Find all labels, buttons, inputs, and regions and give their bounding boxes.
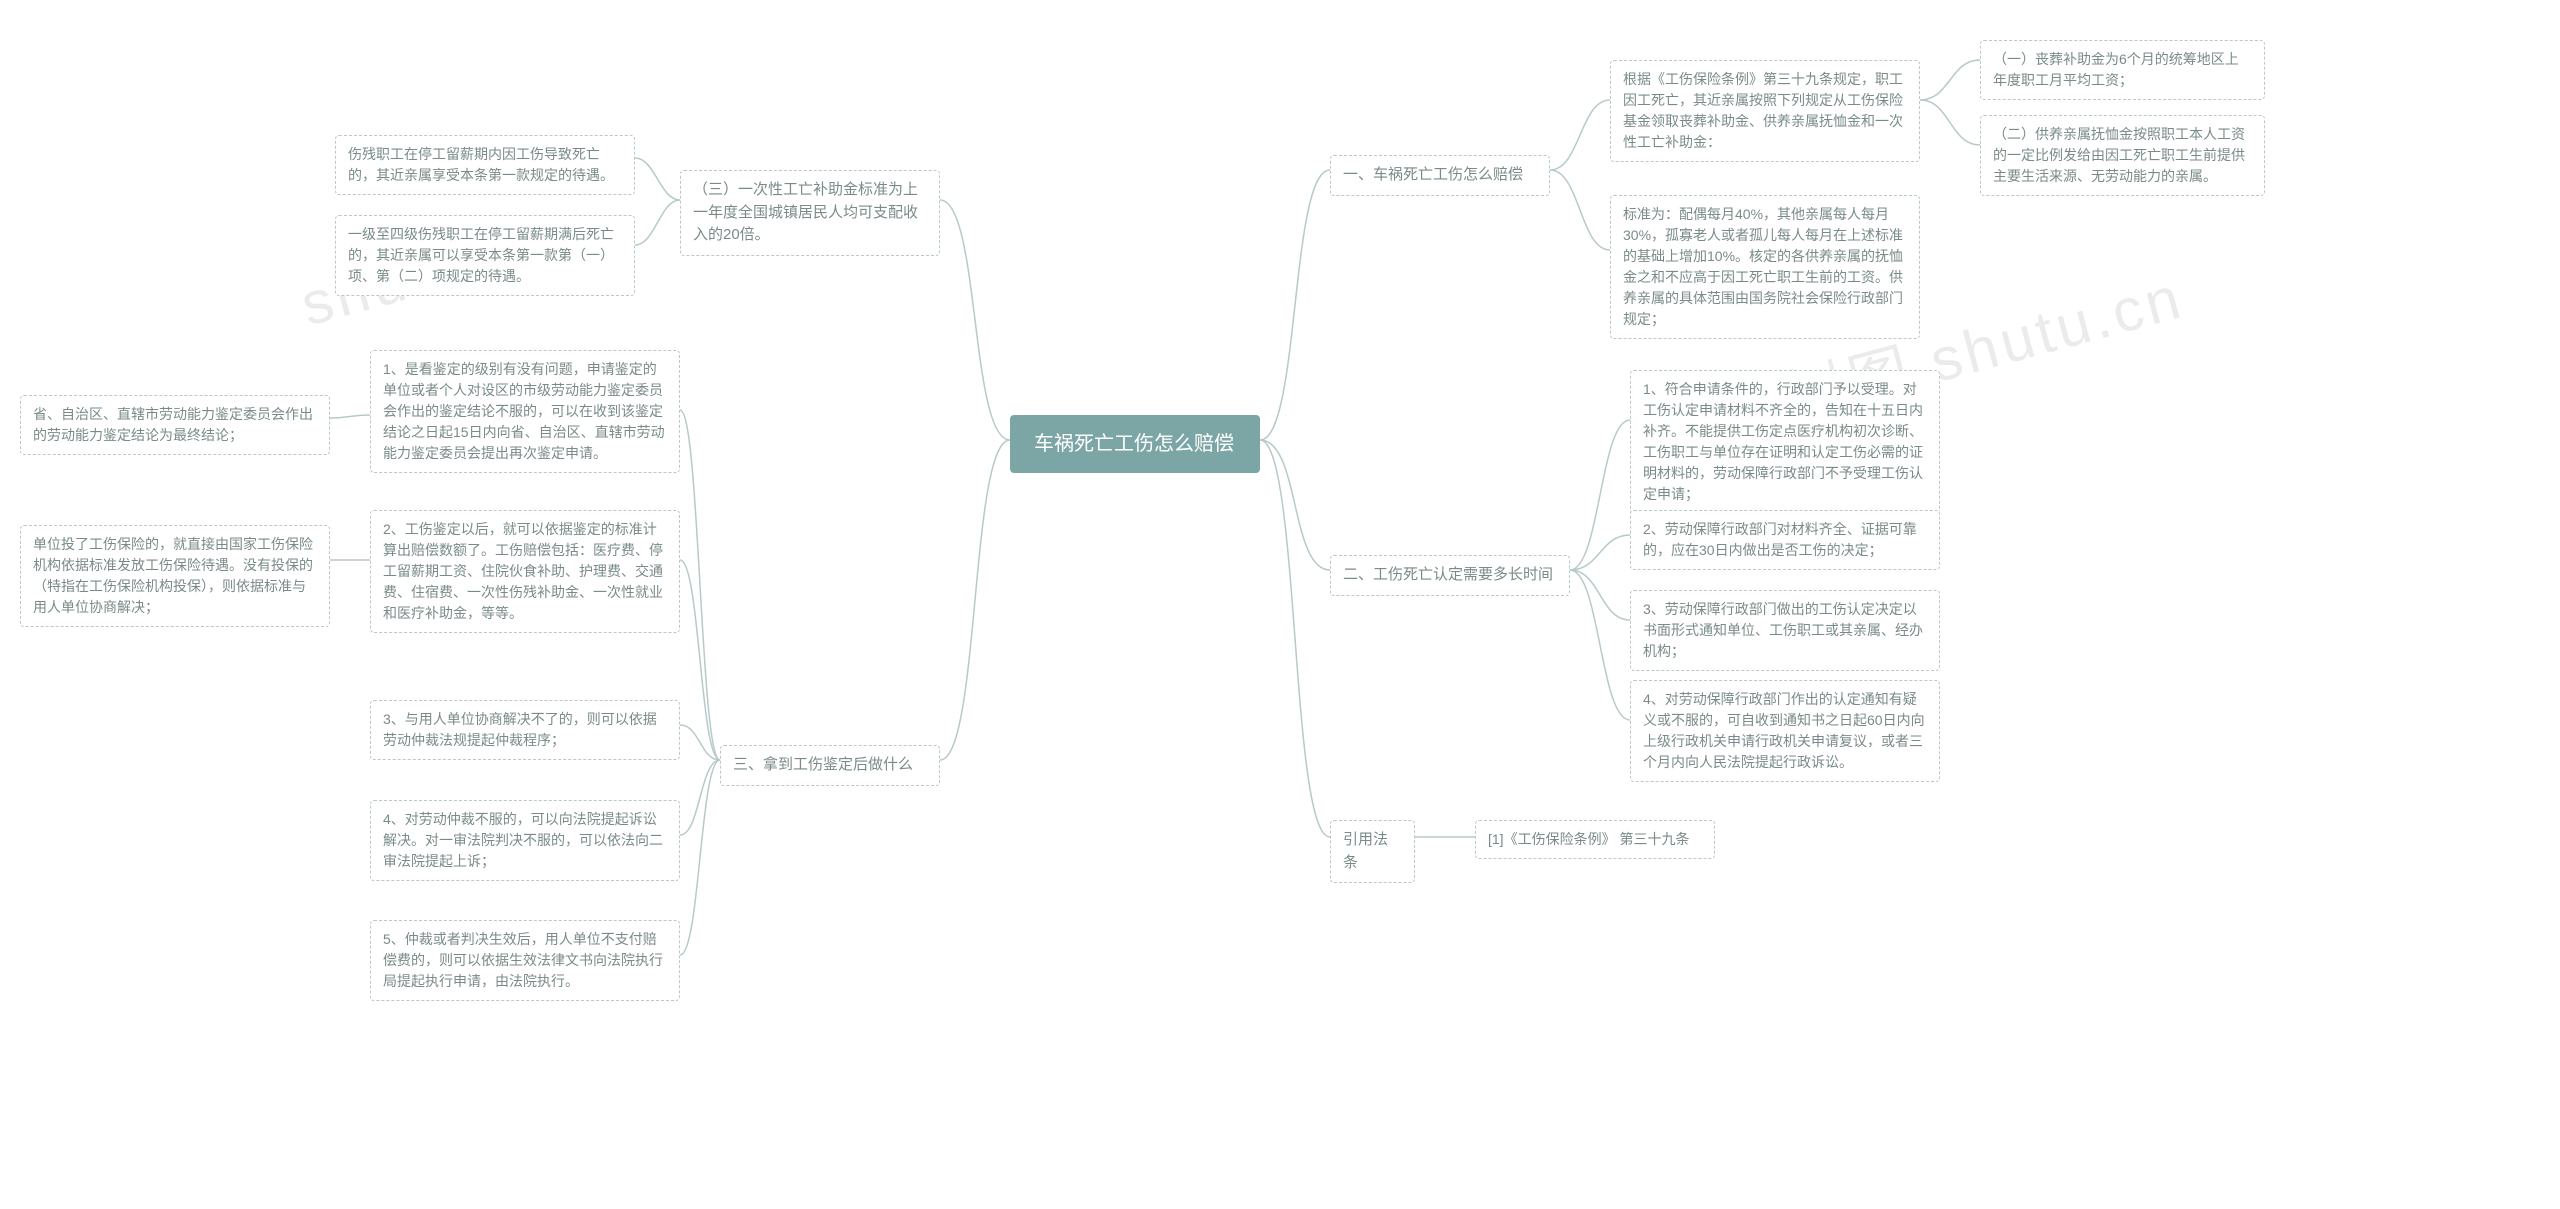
branch-r2[interactable]: 二、工伤死亡认定需要多长时间 — [1330, 555, 1570, 596]
leaf-r2c[interactable]: 3、劳动保障行政部门做出的工伤认定决定以书面形式通知单位、工伤职工或其亲属、经办… — [1630, 590, 1940, 671]
leaf-l1a[interactable]: 伤残职工在停工留薪期内因工伤导致死亡的，其近亲属享受本条第一款规定的待遇。 — [335, 135, 635, 195]
branch-r1[interactable]: 一、车祸死亡工伤怎么赔偿 — [1330, 155, 1550, 196]
leaf-r1a2[interactable]: （二）供养亲属抚恤金按照职工本人工资的一定比例发给由因工死亡职工生前提供主要生活… — [1980, 115, 2265, 196]
root-node[interactable]: 车祸死亡工伤怎么赔偿 — [1010, 415, 1260, 473]
leaf-r2a[interactable]: 1、符合申请条件的，行政部门予以受理。对工伤认定申请材料不齐全的，告知在十五日内… — [1630, 370, 1940, 514]
branch-r3[interactable]: 引用法条 — [1330, 820, 1415, 883]
leaf-r1a[interactable]: 根据《工伤保险条例》第三十九条规定，职工因工死亡，其近亲属按照下列规定从工伤保险… — [1610, 60, 1920, 162]
leaf-r2b[interactable]: 2、劳动保障行政部门对材料齐全、证据可靠的，应在30日内做出是否工伤的决定； — [1630, 510, 1940, 570]
leaf-l2b1[interactable]: 单位投了工伤保险的，就直接由国家工伤保险机构依据标准发放工伤保险待遇。没有投保的… — [20, 525, 330, 627]
branch-l2[interactable]: 三、拿到工伤鉴定后做什么 — [720, 745, 940, 786]
leaf-r2d[interactable]: 4、对劳动保障行政部门作出的认定通知有疑义或不服的，可自收到通知书之日起60日内… — [1630, 680, 1940, 782]
leaf-l2e[interactable]: 5、仲裁或者判决生效后，用人单位不支付赔偿费的，则可以依据生效法律文书向法院执行… — [370, 920, 680, 1001]
leaf-r3a[interactable]: [1]《工伤保险条例》 第三十九条 — [1475, 820, 1715, 859]
leaf-l2b[interactable]: 2、工伤鉴定以后，就可以依据鉴定的标准计算出赔偿数额了。工伤赔偿包括：医疗费、停… — [370, 510, 680, 633]
branch-l1[interactable]: （三）一次性工亡补助金标准为上一年度全国城镇居民人均可支配收入的20倍。 — [680, 170, 940, 256]
leaf-l2a1[interactable]: 省、自治区、直辖市劳动能力鉴定委员会作出的劳动能力鉴定结论为最终结论； — [20, 395, 330, 455]
leaf-r1b[interactable]: 标准为：配偶每月40%，其他亲属每人每月30%，孤寡老人或者孤儿每人每月在上述标… — [1610, 195, 1920, 339]
leaf-l1b[interactable]: 一级至四级伤残职工在停工留薪期满后死亡的，其近亲属可以享受本条第一款第（一）项、… — [335, 215, 635, 296]
leaf-l2d[interactable]: 4、对劳动仲裁不服的，可以向法院提起诉讼解决。对一审法院判决不服的，可以依法向二… — [370, 800, 680, 881]
leaf-l2a[interactable]: 1、是看鉴定的级别有没有问题，申请鉴定的单位或者个人对设区的市级劳动能力鉴定委员… — [370, 350, 680, 473]
leaf-r1a1[interactable]: （一）丧葬补助金为6个月的统筹地区上年度职工月平均工资； — [1980, 40, 2265, 100]
leaf-l2c[interactable]: 3、与用人单位协商解决不了的，则可以依据劳动仲裁法规提起仲裁程序； — [370, 700, 680, 760]
